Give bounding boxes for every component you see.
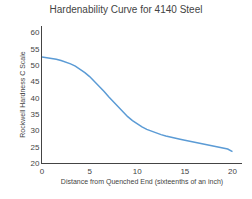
svg-text:55: 55	[30, 45, 39, 54]
svg-text:30: 30	[30, 126, 39, 135]
svg-text:5: 5	[87, 167, 92, 176]
svg-text:20: 20	[30, 159, 39, 168]
svg-text:35: 35	[30, 110, 39, 119]
svg-text:0: 0	[40, 167, 45, 176]
svg-text:25: 25	[30, 142, 39, 151]
svg-text:50: 50	[30, 61, 39, 70]
svg-text:60: 60	[30, 28, 39, 37]
svg-text:Distance from Quenched End (si: Distance from Quenched End (sixteenths o…	[61, 178, 223, 186]
svg-text:10: 10	[133, 167, 142, 176]
svg-text:Rockwell Hardness C Scale: Rockwell Hardness C Scale	[19, 51, 26, 137]
svg-text:20: 20	[228, 167, 237, 176]
svg-text:15: 15	[180, 167, 189, 176]
svg-text:40: 40	[30, 94, 39, 103]
svg-text:Hardenability Curve for 4140 S: Hardenability Curve for 4140 Steel	[50, 4, 203, 15]
svg-text:45: 45	[30, 77, 39, 86]
